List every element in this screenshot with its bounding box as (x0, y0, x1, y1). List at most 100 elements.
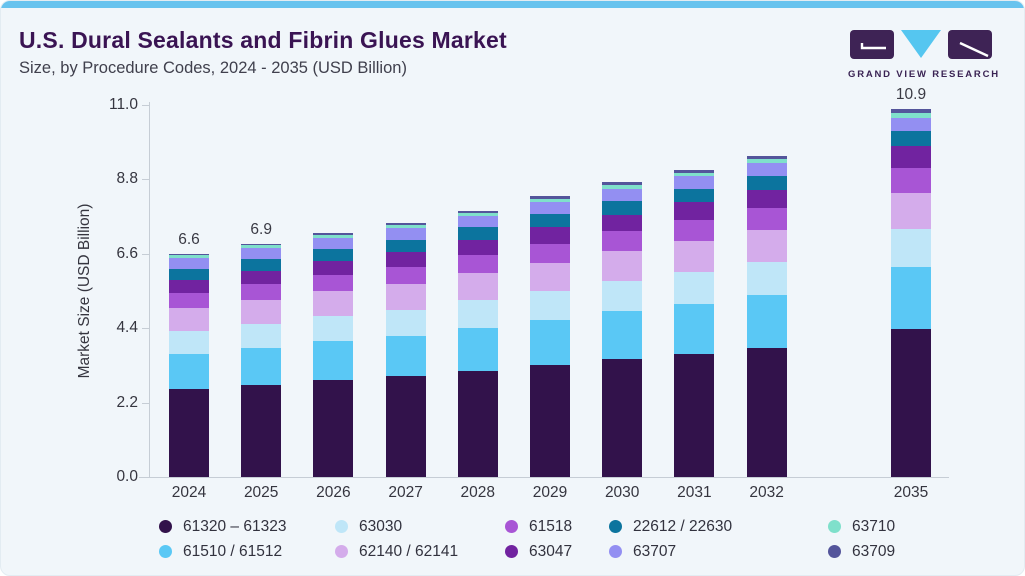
bar-segment (746, 159, 787, 163)
bar-segment (457, 327, 498, 371)
bar-segment (602, 182, 643, 186)
y-axis-tick (142, 402, 149, 404)
bar-segment (457, 240, 498, 256)
gvr-logo-text: GRAND VIEW RESEARCH (848, 69, 1000, 80)
bar-segment (385, 283, 426, 310)
legend-dot-icon (609, 520, 622, 533)
bar-segment (313, 233, 354, 236)
bar-segment (241, 299, 282, 324)
bar-segment (313, 316, 354, 342)
bar-segment (674, 303, 715, 354)
legend-item: 61518 (505, 518, 609, 536)
bar-segment (602, 231, 643, 252)
bar-segment (891, 131, 931, 147)
bar-segment (602, 280, 643, 312)
bar-segment (313, 235, 354, 238)
bar-segment (674, 353, 715, 477)
bar-segment (746, 348, 787, 477)
bar-segment (457, 273, 498, 301)
x-tick-label: 2035 (893, 484, 929, 501)
bar-segment (891, 109, 931, 114)
legend-dot-icon (828, 520, 841, 533)
bar-segment (457, 370, 498, 477)
bar-segment (241, 323, 282, 348)
bar-segment (313, 341, 354, 381)
y-tick-label: 0.0 (116, 468, 138, 485)
bar-segment (674, 271, 715, 304)
bar-segment (385, 335, 426, 377)
bar-segment (241, 384, 282, 477)
bar-segment (169, 353, 209, 389)
legend-item: 61510 / 61512 (159, 543, 335, 561)
legend-item: 63707 (609, 543, 828, 561)
legend-item: 22612 / 22630 (609, 518, 828, 536)
bar-total-label: 6.6 (178, 230, 200, 248)
y-axis (149, 102, 150, 477)
y-axis-tick (142, 328, 149, 330)
bar-segment (891, 266, 931, 329)
x-tick-label: 2031 (677, 484, 712, 501)
bar-segment (385, 252, 426, 267)
bar-segment (241, 259, 282, 272)
x-tick-label: 2025 (243, 484, 279, 501)
y-tick-label: 11.0 (108, 96, 138, 113)
bar-segment (385, 223, 426, 226)
x-tick-label: 2024 (171, 484, 207, 501)
bar-segment (457, 255, 498, 274)
bar-segment (674, 176, 715, 189)
bar-segment (169, 330, 209, 354)
bar-segment (674, 169, 715, 173)
legend-dot-icon (335, 545, 348, 558)
bar-segment (530, 227, 570, 244)
bar-segment (241, 347, 282, 385)
legend-dot-icon (828, 545, 841, 558)
bar-segment (530, 199, 570, 203)
legend-label: 62140 / 62141 (359, 542, 459, 560)
bar-segment (674, 202, 715, 221)
bar-segment (241, 247, 282, 260)
bar-segment (674, 220, 715, 241)
gvr-logo-mark (850, 30, 992, 59)
logo-g-icon (850, 30, 894, 59)
logo-v-icon (901, 30, 941, 58)
page-title: U.S. Dural Sealants and Fibrin Glues Mar… (19, 27, 507, 53)
bar-segment (313, 380, 354, 477)
y-tick-label: 6.6 (116, 244, 138, 262)
bar-segment (169, 268, 209, 281)
x-tick-label: 2026 (316, 484, 351, 501)
bar-segment (169, 255, 209, 258)
chart-legend: 61320 – 61323 61510 / 61512 63030 62140 / 6… (159, 514, 895, 564)
x-tick-label: 2030 (604, 484, 640, 501)
bar-segment (674, 188, 715, 203)
bar-segment (241, 284, 282, 300)
bar-segment (746, 162, 787, 176)
bar-segment (891, 117, 931, 132)
legend-dot-icon (335, 520, 348, 533)
bar-segment (891, 328, 931, 477)
bar-segment (891, 113, 931, 118)
legend-dot-icon (159, 545, 172, 558)
bar-segment (530, 365, 570, 477)
legend-label: 22612 / 22630 (633, 517, 733, 535)
bar-segment (891, 192, 931, 230)
legend-item: 63030 (335, 518, 505, 536)
bar-segment (457, 215, 498, 228)
bar-segment (241, 243, 282, 246)
bar-segment (602, 251, 643, 281)
legend-dot-icon (505, 545, 518, 558)
legend-label: 61518 (529, 517, 573, 535)
legend-label: 63709 (852, 542, 896, 560)
bar-segment (891, 229, 931, 267)
bar-segment (746, 295, 787, 349)
bar-segment (530, 291, 570, 320)
bar-segment (385, 239, 426, 253)
bar-segment (674, 172, 715, 176)
bar-segment (313, 237, 354, 250)
bar-segment (385, 266, 426, 284)
legend-label: 61320 – 61323 (183, 517, 287, 535)
gvr-logo: GRAND VIEW RESEARCH (848, 29, 998, 80)
y-axis-tick (142, 179, 149, 181)
legend-label: 63710 (852, 517, 896, 535)
y-axis-tick (142, 105, 149, 106)
